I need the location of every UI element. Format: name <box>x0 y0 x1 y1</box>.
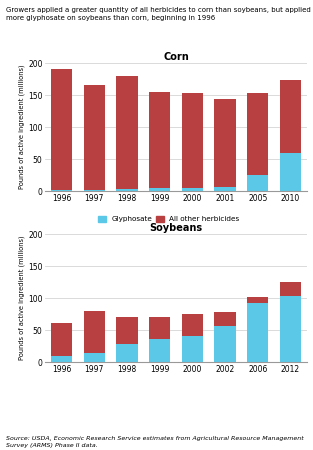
Bar <box>84 311 105 353</box>
Bar <box>280 296 301 362</box>
Bar <box>84 353 105 362</box>
Bar <box>182 314 203 336</box>
Text: Source: USDA, Economic Research Service estimates from Agricultural Resource Man: Source: USDA, Economic Research Service … <box>6 436 304 448</box>
Bar <box>280 80 301 153</box>
Bar <box>51 356 72 362</box>
Bar <box>247 93 268 175</box>
Bar <box>84 86 105 190</box>
Bar <box>116 344 138 362</box>
Bar <box>51 69 72 190</box>
Bar <box>149 338 170 362</box>
Y-axis label: Pounds of active ingredient (millions): Pounds of active ingredient (millions) <box>19 236 25 360</box>
Bar <box>51 323 72 356</box>
Bar <box>116 189 138 191</box>
Bar <box>247 297 268 302</box>
Bar <box>149 317 170 338</box>
Bar <box>247 302 268 362</box>
Legend: Glyphosate, All other herbicides: Glyphosate, All other herbicides <box>98 216 240 222</box>
Bar <box>182 336 203 362</box>
Title: Soybeans: Soybeans <box>150 223 203 233</box>
Bar <box>84 190 105 191</box>
Bar <box>280 282 301 296</box>
Bar <box>51 190 72 191</box>
Bar <box>149 188 170 191</box>
Bar <box>214 187 236 191</box>
Bar <box>116 317 138 344</box>
Bar <box>214 99 236 187</box>
Bar <box>182 188 203 191</box>
Bar <box>182 93 203 188</box>
Bar <box>247 175 268 191</box>
Bar <box>214 311 236 326</box>
Bar <box>116 76 138 189</box>
Text: Growers applied a greater quantity of all herbicides to corn than soybeans, but : Growers applied a greater quantity of al… <box>6 7 311 21</box>
Bar <box>214 326 236 362</box>
Title: Corn: Corn <box>163 52 189 62</box>
Bar <box>280 153 301 191</box>
Y-axis label: Pounds of active ingredient (millions): Pounds of active ingredient (millions) <box>19 65 25 189</box>
Bar <box>149 92 170 188</box>
